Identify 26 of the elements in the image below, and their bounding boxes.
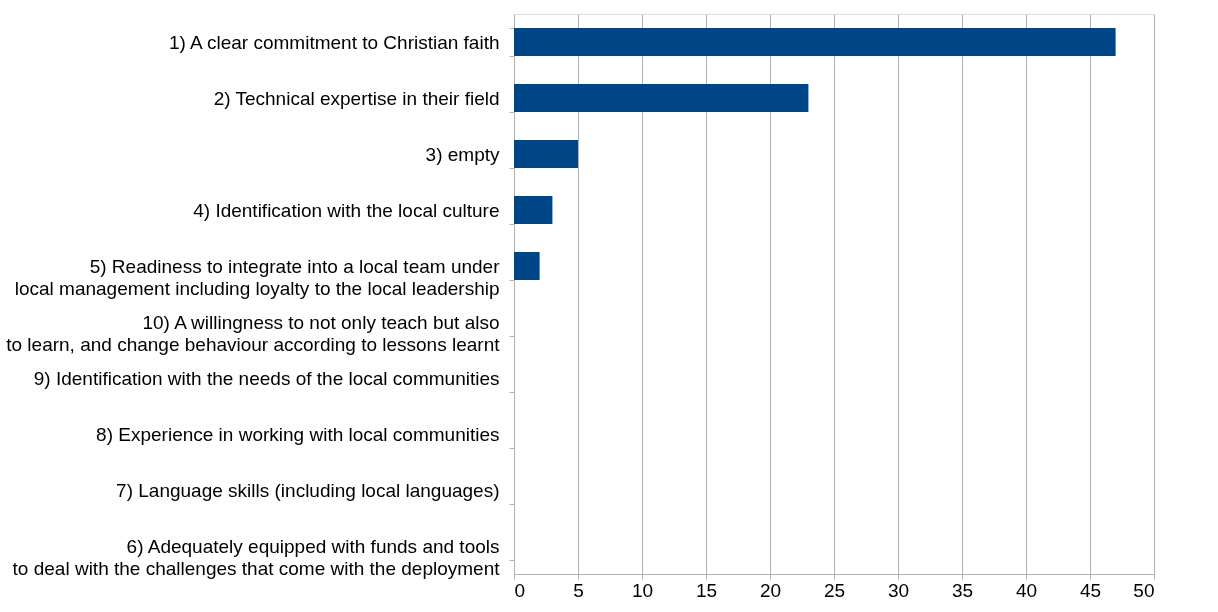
bar	[514, 84, 809, 112]
y-tick-label: 10) A willingness to not only teach but also to learn, and change behaviour according to lessons learnt	[6, 311, 501, 355]
y-tick-label: 6) Adequately equipped with funds and tools to deal with the challenges that come with the deployment	[12, 535, 501, 579]
bar	[514, 196, 553, 224]
y-tick-label: 8) Experience in working with local communities	[96, 423, 500, 445]
x-tick-label: 50	[1133, 579, 1155, 601]
x-tick-label: 5	[573, 579, 584, 601]
x-tick-label: 40	[1015, 579, 1038, 601]
x-tick-label: 35	[951, 579, 974, 601]
y-tick-label: 5) Readiness to integrate into a local team under local management including loyalty to the local leadership	[14, 255, 501, 299]
y-tick-label: 9) Identification with the needs of the local communities	[33, 367, 500, 389]
bar	[514, 252, 540, 280]
y-tick-label: 4) Identification with the local culture	[193, 199, 500, 221]
bar	[514, 140, 578, 168]
bar	[514, 28, 1116, 56]
y-tick-label: 3) empty	[425, 143, 500, 165]
x-tick-label: 45	[1079, 579, 1102, 601]
x-tick-label: 0	[514, 579, 526, 601]
y-tick-label: 1) A clear commitment to Christian faith	[168, 31, 500, 53]
y-tick-label: 2) Technical expertise in their field	[213, 87, 500, 109]
x-tick-label: 20	[759, 579, 782, 601]
x-tick-label: 30	[887, 579, 910, 601]
x-tick-label: 25	[823, 579, 846, 601]
y-tick-label: 7) Language skills (including local languages)	[116, 479, 500, 501]
x-tick-label: 15	[695, 579, 718, 601]
x-tick-label: 10	[631, 579, 654, 601]
